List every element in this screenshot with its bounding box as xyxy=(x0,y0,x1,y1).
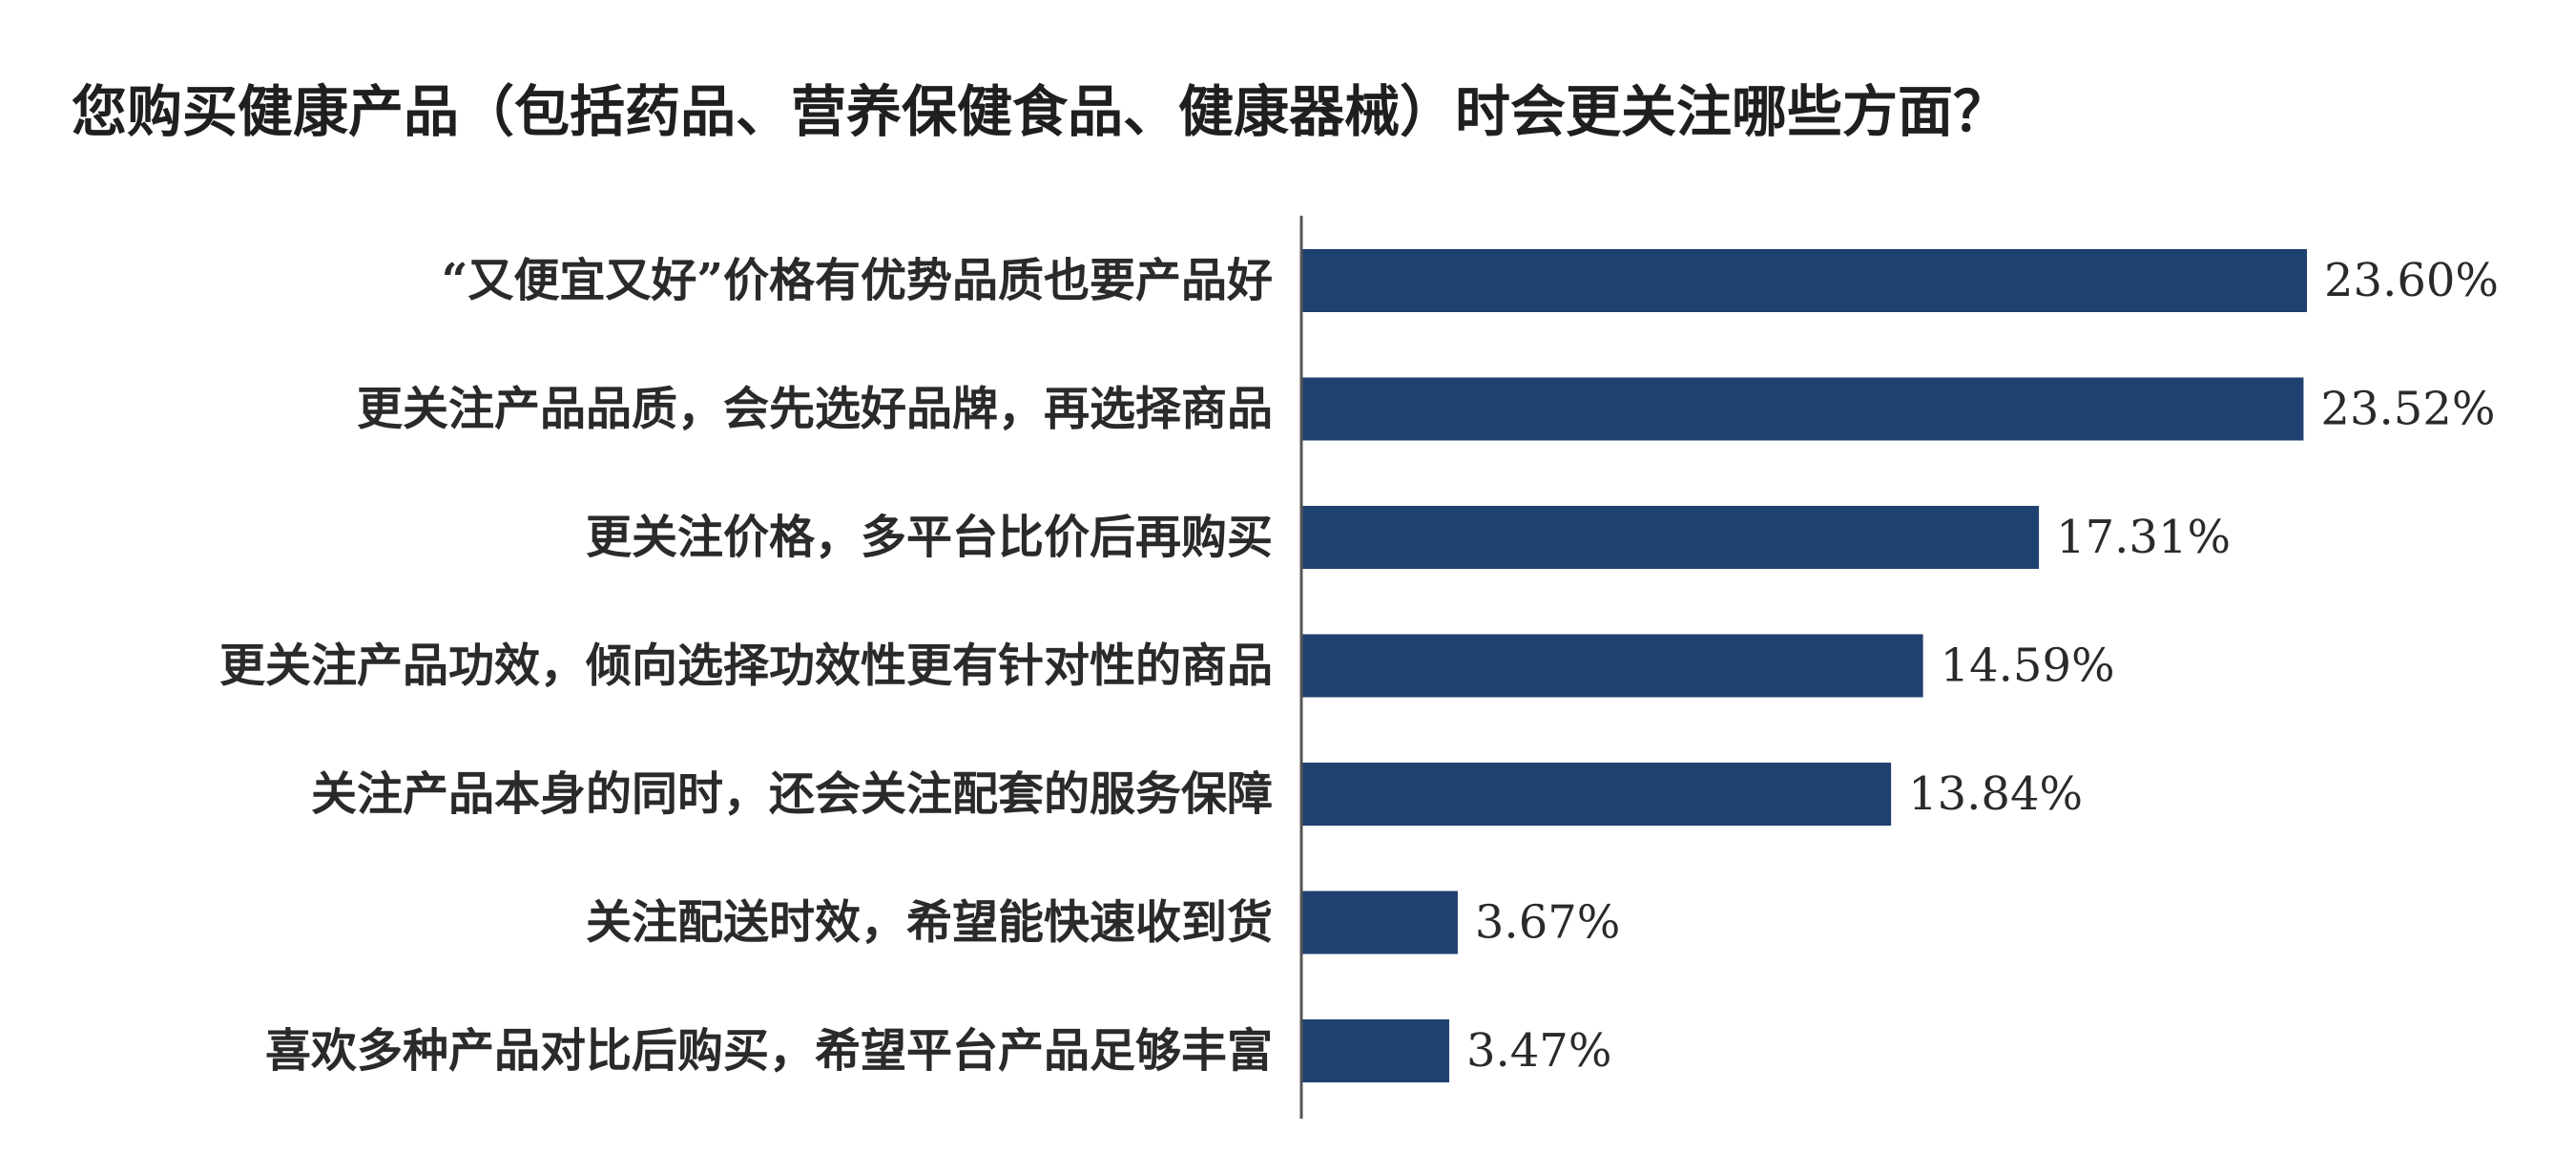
category-label: 更关注产品功效，倾向选择功效性更有针对性的商品 xyxy=(219,639,1273,693)
category-label: “又便宜又好”价格有优势品质也要产品好 xyxy=(442,254,1273,307)
value-labels-group: 23.60% 23.52% 17.31% 14.59% 13.84% 3.67% 3.47% xyxy=(1466,254,2499,1078)
bar xyxy=(1301,1019,1449,1082)
bar-value-label: 23.60% xyxy=(2324,254,2499,307)
bar-value-label: 14.59% xyxy=(1941,639,2115,693)
category-label: 更关注价格，多平台比价后再购买 xyxy=(586,511,1273,564)
bar xyxy=(1301,634,1923,698)
bar-value-label: 3.67% xyxy=(1475,896,1620,950)
bar xyxy=(1301,506,2040,569)
bar-value-label: 17.31% xyxy=(2056,511,2231,564)
chart-title: 您购买健康产品（包括药品、营养保健食品、健康器械）时会更关注哪些方面？ xyxy=(72,79,2009,144)
bar-value-label: 3.47% xyxy=(1466,1024,1611,1078)
bar-value-label: 23.52% xyxy=(2320,383,2495,436)
bar xyxy=(1301,249,2307,312)
category-label: 关注产品本身的同时，还会关注配套的服务保障 xyxy=(311,767,1273,821)
bar xyxy=(1301,763,1892,826)
category-labels-group: “又便宜又好”价格有优势品质也要产品好更关注产品品质，会先选好品牌，再选择商品更… xyxy=(219,254,1273,1078)
category-label: 喜欢多种产品对比后购买，希望平台产品足够丰富 xyxy=(265,1024,1273,1078)
bar-value-label: 13.84% xyxy=(1908,767,2083,821)
bar xyxy=(1301,891,1458,954)
category-label: 更关注产品品质，会先选好品牌，再选择商品 xyxy=(357,383,1273,436)
bar xyxy=(1301,377,2304,441)
category-label: 关注配送时效，希望能快速收到货 xyxy=(586,896,1273,950)
bars-group xyxy=(1301,249,2307,1082)
